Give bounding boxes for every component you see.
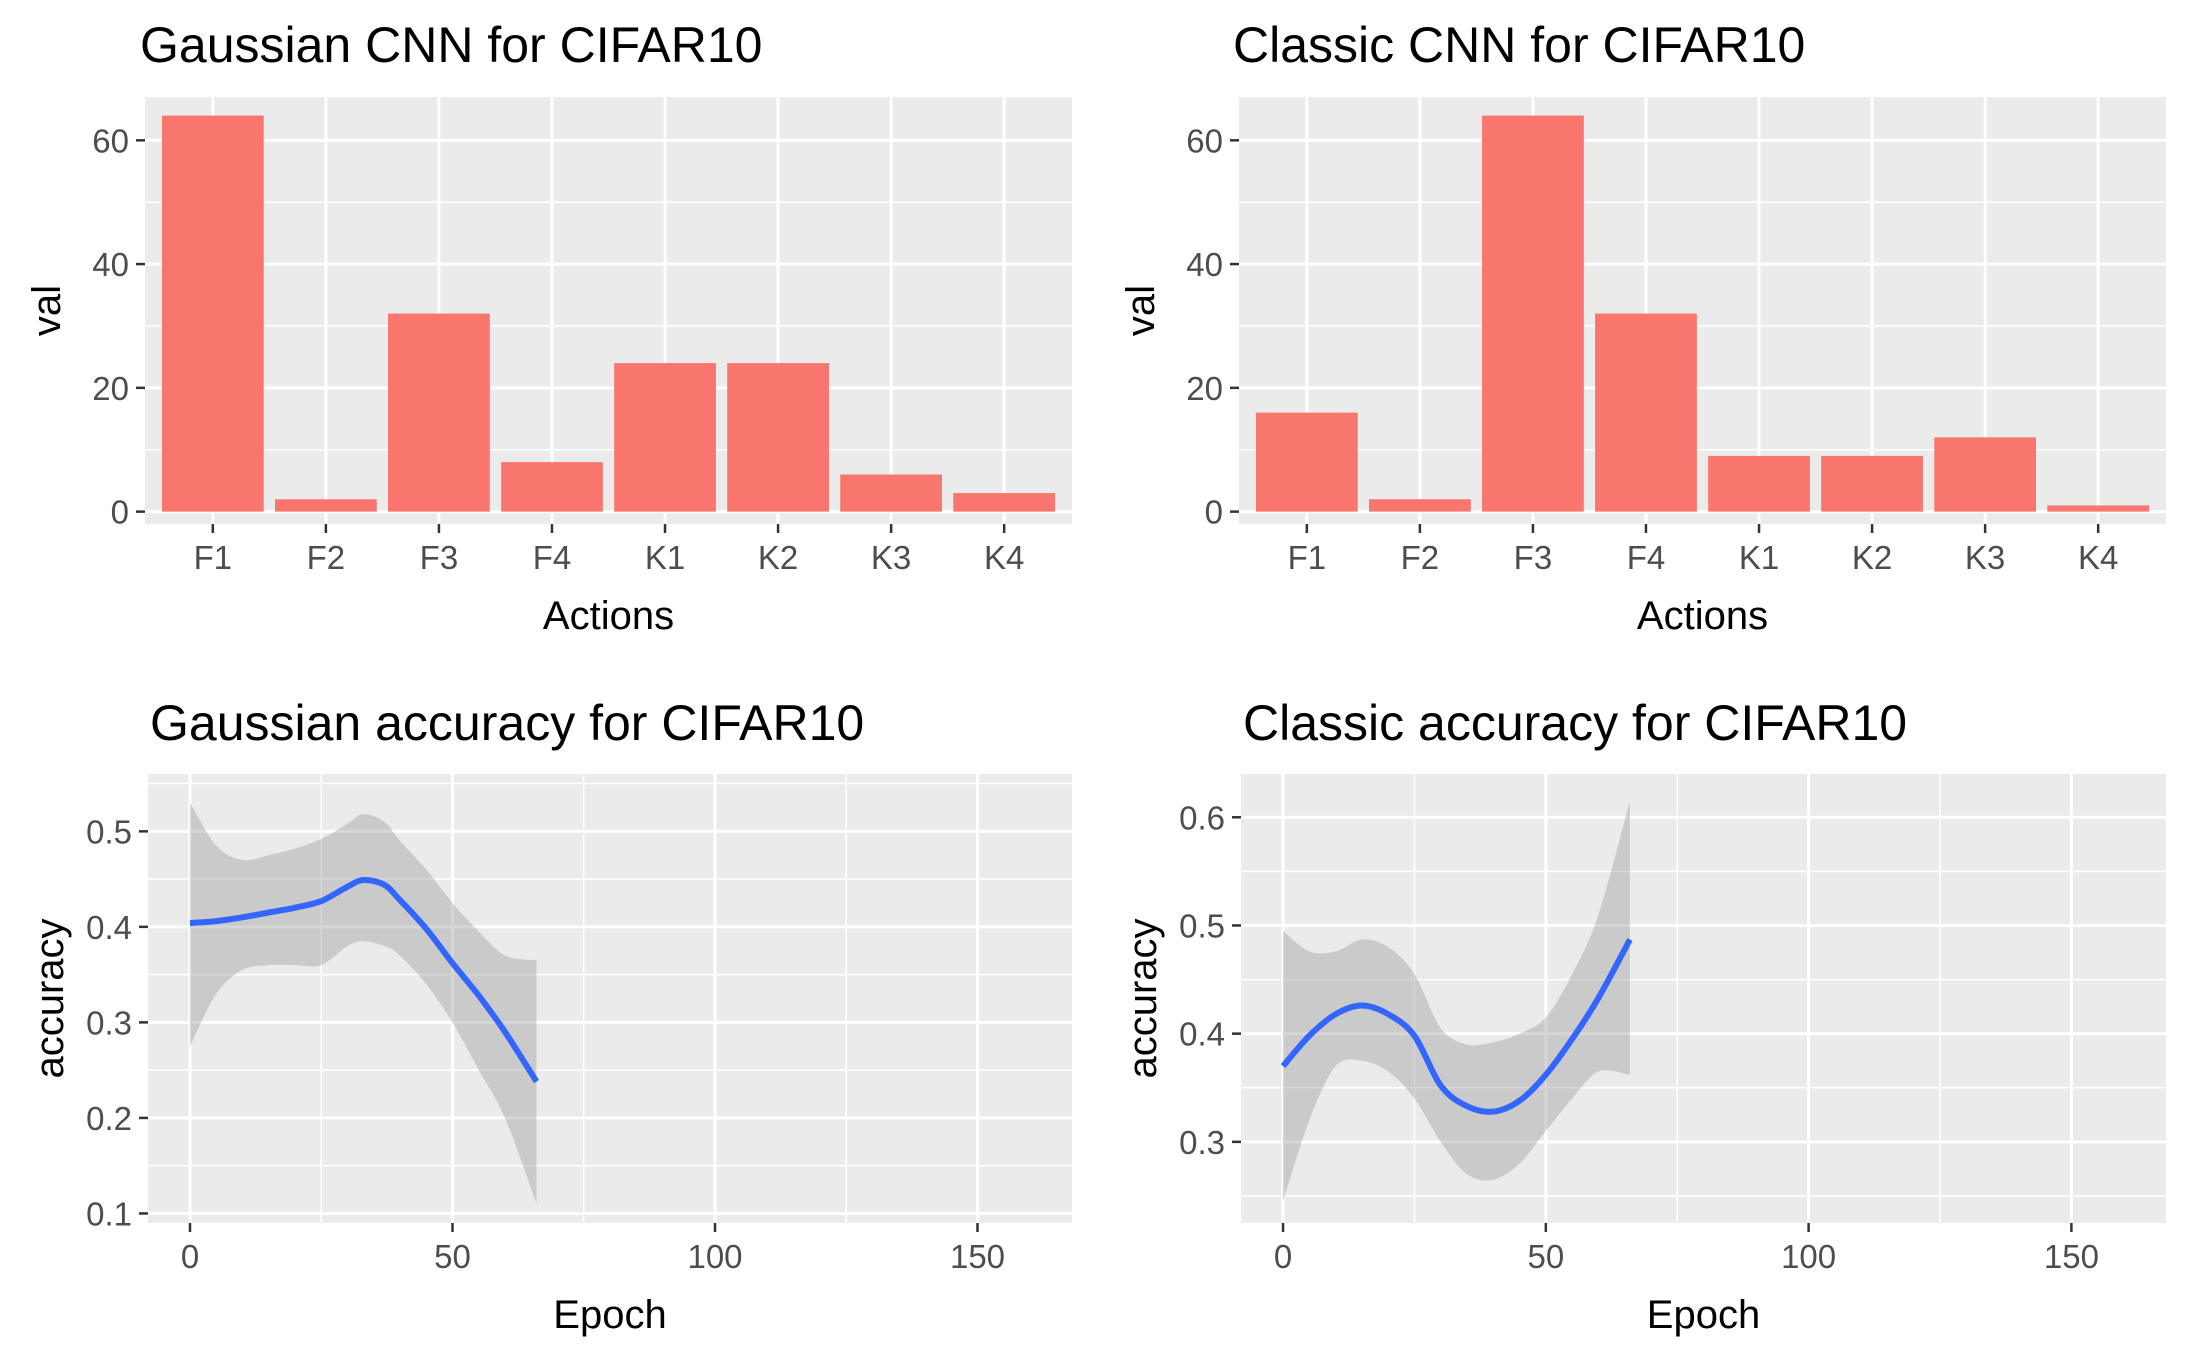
x-tick-label: F3 bbox=[1514, 539, 1553, 576]
plot-panel bbox=[148, 774, 1072, 1223]
bar-f1 bbox=[1255, 412, 1358, 512]
x-tick-label: F2 bbox=[1401, 539, 1440, 576]
y-tick-label: 0.3 bbox=[86, 1004, 132, 1041]
y-tick-label: 20 bbox=[1186, 370, 1223, 407]
x-tick-label: 0 bbox=[1274, 1238, 1292, 1275]
y-tick-label: 0.3 bbox=[1179, 1124, 1225, 1161]
x-tick-label: K3 bbox=[1965, 539, 2005, 576]
chart-title: Gaussian CNN for CIFAR10 bbox=[140, 17, 762, 73]
x-tick-label: 0 bbox=[181, 1238, 199, 1275]
x-tick-label: 150 bbox=[2044, 1238, 2099, 1275]
x-tick-label: F1 bbox=[194, 539, 233, 576]
y-axis-title: accuracy bbox=[1121, 918, 1165, 1078]
x-tick-label: F1 bbox=[1288, 539, 1327, 576]
x-tick-label: F2 bbox=[307, 539, 346, 576]
smooth-line bbox=[1280, 938, 1633, 1115]
bar-f3 bbox=[1482, 115, 1584, 512]
bar-k4 bbox=[2047, 505, 2150, 512]
chart-title: Classic accuracy for CIFAR10 bbox=[1243, 695, 1907, 751]
bar-chart-2: Classic CNN for CIFAR10 F1 F2 F3 F4 K1 K2 K3 K4 0… bbox=[1119, 17, 2166, 638]
x-tick-label: 150 bbox=[950, 1238, 1005, 1275]
y-tick-label: 0 bbox=[111, 494, 129, 531]
y-tick-label: 0.1 bbox=[86, 1195, 132, 1232]
bar-f2 bbox=[275, 499, 377, 512]
x-tick-label: K4 bbox=[2078, 539, 2118, 576]
bar-f2 bbox=[1369, 499, 1471, 512]
confidence-ribbon bbox=[1283, 801, 1630, 1202]
y-tick-label: 0.5 bbox=[1179, 907, 1225, 944]
x-tick-label: 100 bbox=[687, 1238, 742, 1275]
plot-panel bbox=[1241, 774, 2166, 1223]
y-tick-label: 0 bbox=[1205, 494, 1223, 531]
chart-title: Gaussian accuracy for CIFAR10 bbox=[150, 695, 864, 751]
x-tick-label: 50 bbox=[434, 1238, 471, 1275]
plot-panel bbox=[145, 97, 1072, 524]
x-tick-label: 100 bbox=[1781, 1238, 1836, 1275]
bar-k2 bbox=[727, 363, 829, 512]
y-tick-label: 40 bbox=[92, 246, 129, 283]
y-tick-label: 0.2 bbox=[86, 1100, 132, 1137]
y-axis-title: val bbox=[1119, 285, 1163, 336]
confidence-ribbon bbox=[190, 802, 537, 1204]
x-tick-label: K1 bbox=[1739, 539, 1779, 576]
bar-k4 bbox=[953, 493, 1056, 512]
x-tick-label: K3 bbox=[871, 539, 911, 576]
bar-chart-1: Gaussian CNN for CIFAR10 F1 F2 F3 F4 K1 K2 K3 K4… bbox=[25, 17, 1072, 638]
x-tick-label: F4 bbox=[1627, 539, 1666, 576]
bar-f3 bbox=[388, 313, 490, 512]
line-chart-4: Classic accuracy for CIFAR10 0 50 100 150 0.3… bbox=[1121, 695, 2166, 1337]
y-tick-label: 40 bbox=[1186, 246, 1223, 283]
bar-f4 bbox=[501, 462, 603, 512]
bar-k3 bbox=[840, 474, 942, 512]
y-tick-label: 0.5 bbox=[86, 813, 132, 850]
chart-title: Classic CNN for CIFAR10 bbox=[1233, 17, 1805, 73]
y-tick-label: 0.6 bbox=[1179, 799, 1225, 836]
x-tick-label: K4 bbox=[984, 539, 1024, 576]
y-tick-label: 0.4 bbox=[86, 909, 132, 946]
bar-k2 bbox=[1821, 455, 1923, 512]
x-tick-label: K2 bbox=[758, 539, 798, 576]
x-tick-label: F4 bbox=[533, 539, 572, 576]
x-axis-title: Epoch bbox=[1647, 1293, 1760, 1337]
y-tick-label: 20 bbox=[92, 370, 129, 407]
bar-k1 bbox=[1708, 455, 1810, 512]
x-tick-label: 50 bbox=[1527, 1238, 1564, 1275]
line-chart-3: Gaussian accuracy for CIFAR10 0 50 100 150 0.… bbox=[28, 695, 1072, 1337]
x-axis-title: Actions bbox=[1637, 594, 1768, 638]
y-tick-label: 60 bbox=[1186, 122, 1223, 159]
bar-f4 bbox=[1595, 313, 1697, 512]
x-tick-label: F3 bbox=[420, 539, 459, 576]
y-axis-title: accuracy bbox=[28, 918, 72, 1078]
y-tick-label: 0.4 bbox=[1179, 1016, 1225, 1053]
bar-k3 bbox=[1934, 437, 2036, 512]
x-tick-label: K1 bbox=[645, 539, 685, 576]
smooth-line bbox=[189, 876, 540, 1084]
x-axis-title: Epoch bbox=[553, 1293, 666, 1337]
y-axis-title: val bbox=[25, 285, 69, 336]
x-tick-label: K2 bbox=[1852, 539, 1892, 576]
y-tick-label: 60 bbox=[92, 122, 129, 159]
bar-f1 bbox=[161, 115, 264, 512]
bar-k1 bbox=[614, 363, 716, 512]
x-axis-title: Actions bbox=[543, 594, 674, 638]
